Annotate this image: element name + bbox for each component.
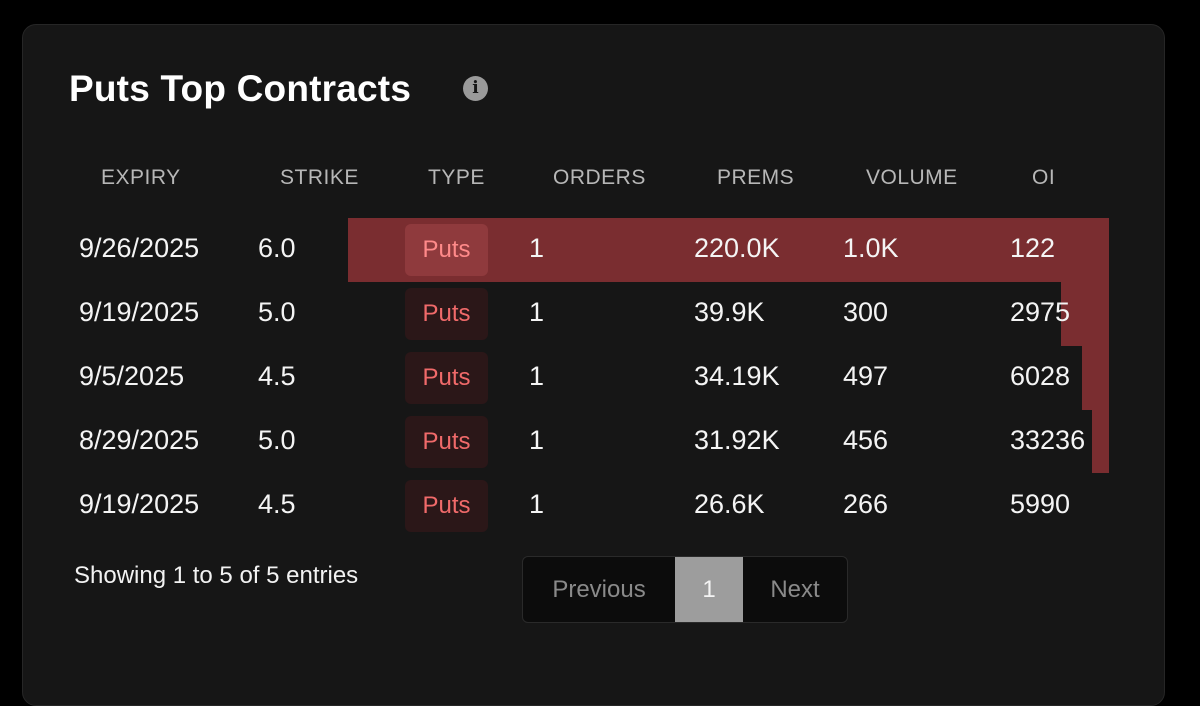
prems-cell: 39.9K: [694, 297, 765, 327]
oi-cell: 33236: [1010, 425, 1086, 455]
premium-bar-row-3: [1082, 346, 1109, 410]
volume-cell: 456: [843, 425, 889, 455]
oi-cell: 2975: [1010, 297, 1071, 327]
prems-cell: 34.19K: [694, 361, 780, 391]
type-badge: Puts: [405, 224, 488, 276]
column-header-oi[interactable]: OI: [1032, 166, 1056, 189]
oi-cell: 122: [1010, 233, 1056, 263]
previous-button[interactable]: Previous: [552, 575, 646, 603]
panel-title: Puts Top Contracts: [69, 68, 412, 109]
strike-cell: 5.0: [258, 297, 296, 327]
type-badge: Puts: [405, 416, 488, 468]
column-header-expiry[interactable]: EXPIRY: [101, 166, 181, 189]
expiry-cell: 8/29/2025: [79, 425, 200, 455]
orders-cell: 1: [529, 425, 545, 455]
entries-info: Showing 1 to 5 of 5 entries: [74, 562, 359, 589]
type-badge: Puts: [405, 288, 488, 340]
info-icon[interactable]: i: [463, 76, 488, 101]
column-header-type[interactable]: TYPE: [428, 166, 485, 189]
expiry-cell: 9/19/2025: [79, 489, 200, 519]
column-header-prems[interactable]: PREMS: [717, 166, 795, 189]
volume-cell: 1.0K: [843, 233, 899, 263]
strike-cell: 6.0: [258, 233, 296, 263]
oi-cell: 6028: [1010, 361, 1071, 391]
pagination: Previous 1 Next: [522, 556, 848, 623]
expiry-cell: 9/5/2025: [79, 361, 185, 391]
page-1-button[interactable]: 1: [675, 557, 743, 622]
next-button[interactable]: Next: [770, 575, 820, 603]
orders-cell: 1: [529, 489, 545, 519]
expiry-cell: 9/19/2025: [79, 297, 200, 327]
expiry-cell: 9/26/2025: [79, 233, 200, 263]
premium-bar-row-2: [1061, 282, 1109, 346]
column-header-strike[interactable]: STRIKE: [280, 166, 359, 189]
prems-cell: 26.6K: [694, 489, 765, 519]
premium-bar-row-4: [1092, 410, 1109, 473]
type-badge: Puts: [405, 352, 488, 404]
strike-cell: 5.0: [258, 425, 296, 455]
volume-cell: 266: [843, 489, 889, 519]
orders-cell: 1: [529, 297, 545, 327]
column-header-orders[interactable]: ORDERS: [553, 166, 646, 189]
oi-cell: 5990: [1010, 489, 1071, 519]
orders-cell: 1: [529, 233, 545, 263]
prems-cell: 220.0K: [694, 233, 780, 263]
strike-cell: 4.5: [258, 361, 296, 391]
volume-cell: 497: [843, 361, 889, 391]
column-header-volume[interactable]: VOLUME: [866, 166, 958, 189]
strike-cell: 4.5: [258, 489, 296, 519]
prems-cell: 31.92K: [694, 425, 780, 455]
volume-cell: 300: [843, 297, 889, 327]
orders-cell: 1: [529, 361, 545, 391]
type-badge: Puts: [405, 480, 488, 532]
